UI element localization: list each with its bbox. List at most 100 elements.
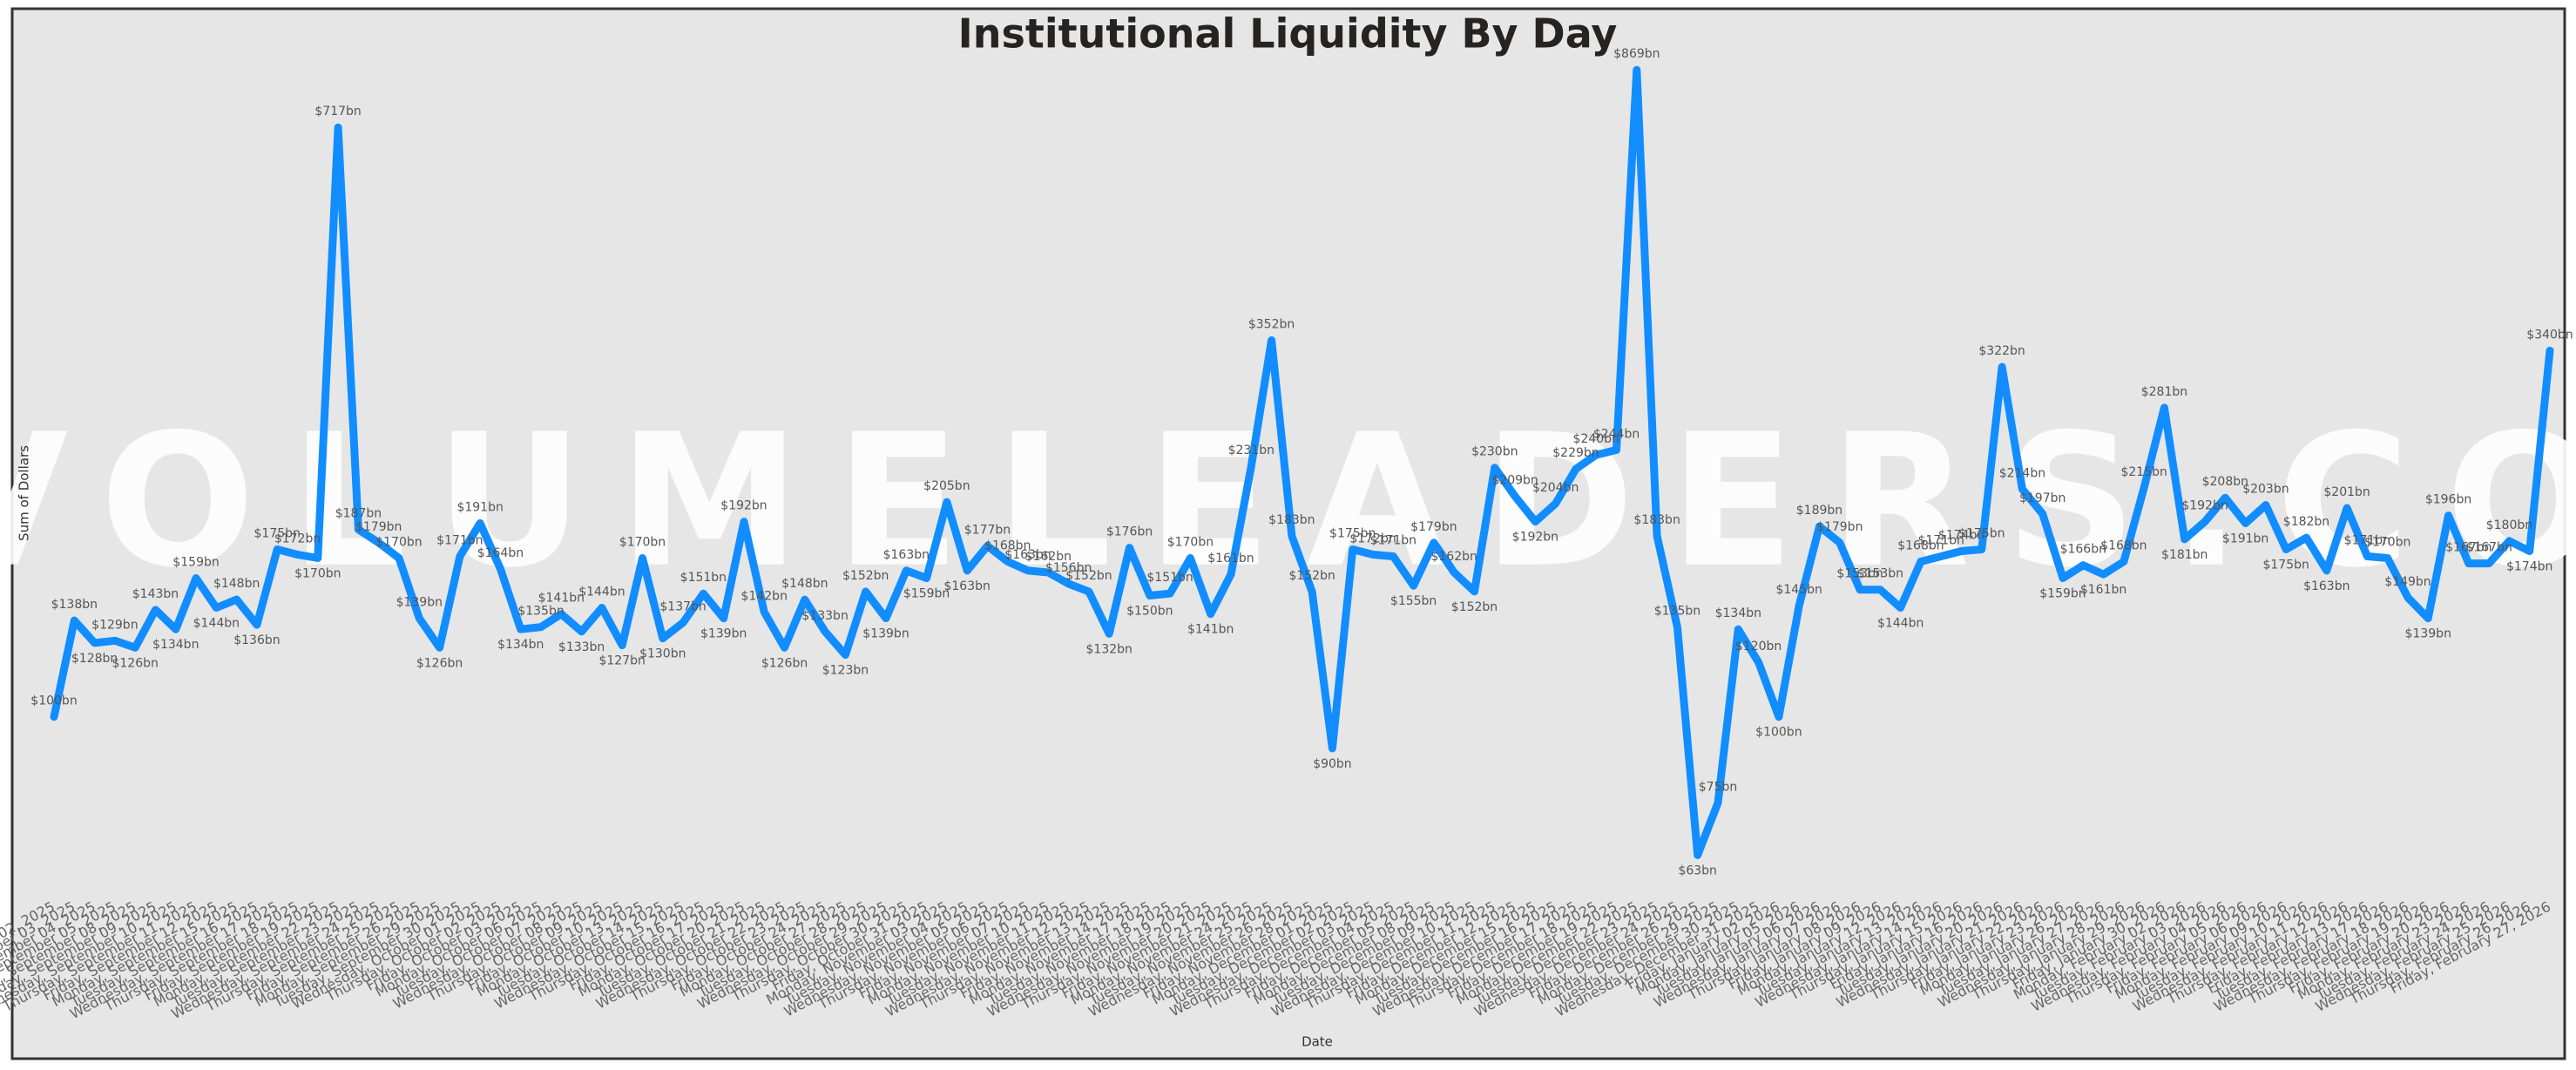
data-label: $281bn — [2141, 385, 2187, 399]
data-label: $163bn — [1004, 548, 1051, 562]
data-label: $144bn — [193, 616, 240, 630]
data-label: $152bn — [1288, 569, 1335, 583]
data-label: $205bn — [923, 479, 970, 493]
data-label: $196bn — [2425, 493, 2471, 507]
data-label: $142bn — [741, 589, 788, 603]
data-label: $134bn — [152, 638, 199, 652]
data-label: $215bn — [2120, 465, 2167, 479]
data-label: $174bn — [2506, 559, 2552, 573]
data-label: $163bn — [2303, 579, 2350, 593]
data-label: $189bn — [1796, 504, 1842, 518]
data-label: $340bn — [2526, 328, 2573, 342]
data-label: $163bn — [883, 548, 930, 562]
data-label: $152bn — [842, 569, 889, 583]
data-label: $152bn — [1065, 569, 1112, 583]
chart-title: Institutional Liquidity By Day — [958, 10, 1618, 58]
data-label: $179bn — [355, 520, 402, 534]
data-label: $175bn — [1329, 527, 1376, 541]
data-label: $132bn — [1086, 642, 1132, 656]
data-label: $139bn — [862, 627, 909, 641]
data-label: $139bn — [700, 627, 747, 641]
data-label: $159bn — [903, 586, 950, 600]
data-label: $126bn — [761, 656, 808, 670]
data-label: $201bn — [2323, 485, 2370, 499]
data-label: $179bn — [1410, 520, 1457, 534]
data-label: $175bn — [1958, 527, 2005, 541]
data-label: $352bn — [1248, 318, 1295, 332]
data-label: $161bn — [1207, 552, 1254, 565]
data-label: $148bn — [781, 577, 828, 591]
data-label: $191bn — [2222, 532, 2268, 545]
data-label: $244bn — [1593, 427, 1640, 441]
data-label: $192bn — [2181, 499, 2228, 513]
data-label: $182bn — [2283, 515, 2329, 529]
data-label: $183bn — [1268, 513, 1315, 527]
data-label: $126bn — [416, 656, 463, 670]
data-label: $134bn — [497, 638, 544, 652]
data-label: $128bn — [71, 652, 118, 666]
data-label: $159bn — [2039, 586, 2086, 600]
data-label: $177bn — [964, 524, 1011, 538]
data-label: $203bn — [2242, 483, 2289, 497]
data-label: $141bn — [538, 592, 585, 606]
data-label: $63bn — [1678, 863, 1716, 877]
data-label: $204bn — [1532, 481, 1579, 495]
data-label: $151bn — [680, 571, 727, 585]
data-label: $155bn — [1390, 594, 1437, 608]
data-label: $192bn — [1512, 531, 1558, 545]
data-label: $168bn — [1897, 539, 1944, 553]
data-label: $166bn — [2060, 543, 2106, 557]
data-label: $164bn — [477, 546, 524, 560]
data-label: $170bn — [1167, 535, 1214, 549]
x-axis-title: Date — [1302, 1034, 1333, 1050]
data-label: $187bn — [335, 507, 382, 521]
data-label: $151bn — [1146, 571, 1193, 585]
data-label: $229bn — [1552, 446, 1599, 460]
data-label: $209bn — [1491, 474, 1538, 488]
data-label: $172bn — [274, 532, 321, 545]
data-label: $197bn — [2019, 491, 2066, 505]
data-label: $162bn — [1025, 550, 1072, 564]
data-label: $179bn — [1816, 520, 1863, 534]
data-label: $191bn — [456, 500, 503, 514]
data-label: $139bn — [396, 596, 443, 610]
data-label: $717bn — [314, 105, 361, 119]
data-label: $149bn — [2384, 575, 2431, 589]
data-label: $144bn — [1877, 616, 1924, 630]
data-label: $240bn — [1573, 432, 1619, 446]
data-label: $183bn — [1633, 513, 1680, 527]
y-axis-title: Sum of Dollars — [17, 445, 32, 541]
data-label: $869bn — [1613, 47, 1660, 61]
data-label: $208bn — [2202, 475, 2248, 489]
data-label: $127bn — [598, 654, 645, 668]
data-label: $171bn — [2344, 533, 2390, 547]
data-label: $156bn — [1045, 561, 1092, 575]
data-label: $153bn — [1857, 567, 1903, 581]
data-label: $171bn — [1918, 533, 1964, 547]
data-label: $136bn — [233, 633, 280, 647]
data-label: $162bn — [1430, 550, 1477, 564]
data-label: $163bn — [943, 579, 990, 593]
data-label: $192bn — [720, 499, 767, 513]
data-label: $161bn — [2080, 583, 2126, 597]
data-label: $159bn — [172, 555, 219, 569]
data-label: $150bn — [1126, 604, 1173, 618]
data-label: $171bn — [436, 533, 483, 547]
data-label: $100bn — [30, 694, 77, 708]
data-label: $168bn — [2100, 539, 2147, 553]
data-label: $172bn — [1349, 532, 1396, 545]
data-label: $171bn — [1370, 533, 1416, 547]
data-label: $322bn — [1978, 344, 2025, 358]
data-label: $133bn — [558, 640, 605, 654]
data-label: $130bn — [639, 647, 686, 661]
data-label: $181bn — [2161, 548, 2208, 562]
data-label: $120bn — [1735, 640, 1782, 654]
data-label: $230bn — [1471, 445, 1518, 459]
data-label: $141bn — [1187, 623, 1234, 637]
data-label: $175bn — [254, 527, 301, 541]
data-label: $135bn — [1654, 605, 1700, 619]
data-label: $144bn — [578, 585, 625, 599]
data-label: $133bn — [801, 609, 848, 623]
data-label: $170bn — [294, 566, 341, 580]
